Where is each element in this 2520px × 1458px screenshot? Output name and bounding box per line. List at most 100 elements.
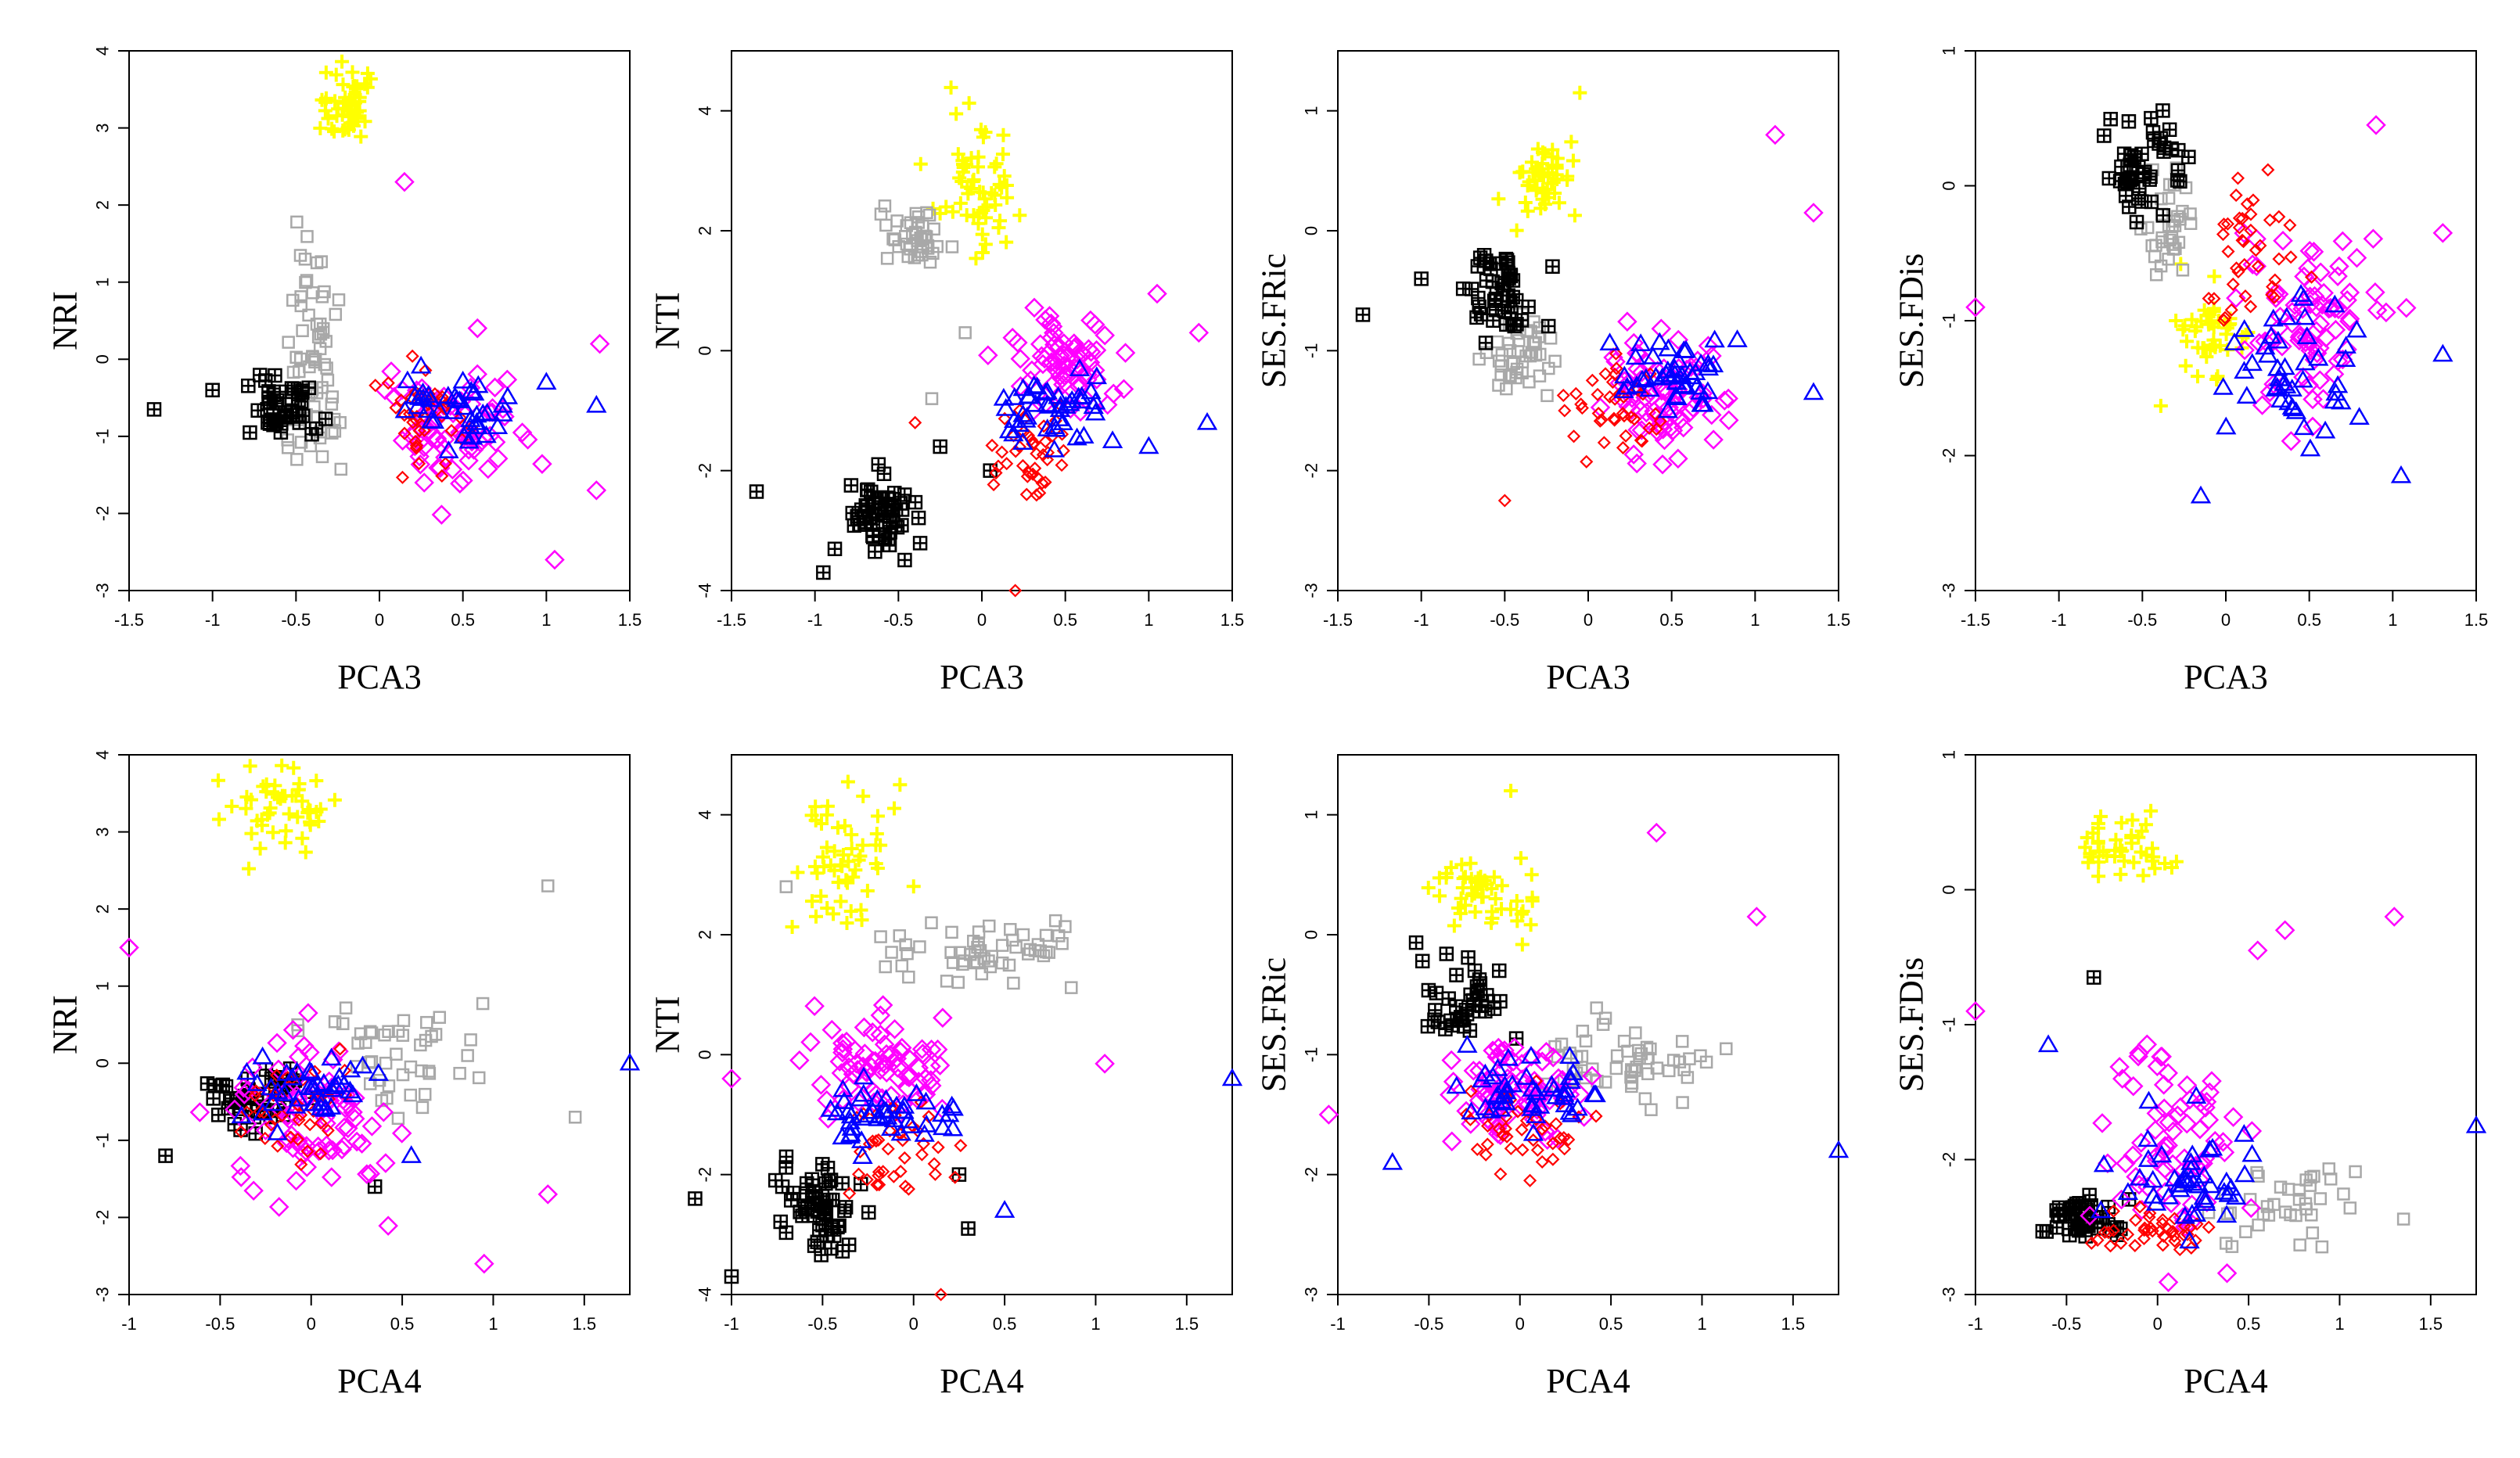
black-point: [2039, 1224, 2054, 1239]
red-point: [2238, 257, 2252, 272]
magenta-point: [929, 1055, 951, 1076]
grey-point: [945, 925, 958, 939]
yellow-point: [2199, 350, 2214, 364]
blue-point: [321, 1047, 342, 1066]
red-point: [1027, 436, 1041, 451]
plot-frame: [1337, 50, 1839, 591]
yellow-point: [1472, 874, 1486, 889]
blue-point: [1080, 381, 1102, 400]
magenta-point: [857, 1062, 877, 1083]
red-point: [435, 469, 449, 483]
x-tick-label: -1.5: [1323, 610, 1353, 630]
magenta-point: [1044, 322, 1064, 343]
x-tick-label: -0.5: [1490, 610, 1519, 630]
x-axis-label: PCA3: [2184, 658, 2268, 696]
grey-point: [1515, 366, 1529, 380]
black-point: [1478, 336, 1494, 350]
yellow-point: [321, 111, 336, 126]
magenta-point: [1084, 314, 1105, 335]
red-point: [444, 423, 458, 438]
red-point: [908, 415, 922, 429]
grey-point: [1507, 357, 1521, 370]
blue-point: [1585, 1084, 1606, 1103]
black-point: [894, 502, 910, 517]
yellow-point: [997, 169, 1012, 184]
yellow-point: [325, 121, 340, 136]
red-point: [1580, 454, 1594, 469]
series-blue: [1382, 1035, 1850, 1170]
red-point: [1609, 347, 1623, 361]
y-tick-label: 4: [93, 750, 113, 760]
y-tick-label: -2: [93, 506, 113, 522]
blue-point: [301, 1062, 322, 1081]
series-blue: [993, 358, 1218, 458]
blue-point: [340, 1080, 361, 1099]
magenta-point: [347, 1131, 367, 1152]
blue-point: [307, 1074, 329, 1093]
red-point: [412, 424, 426, 438]
black-point: [2121, 114, 2137, 129]
magenta-point: [2213, 1132, 2234, 1152]
yellow-point: [1453, 906, 1468, 921]
red-point: [851, 1167, 866, 1181]
magenta-point: [1668, 329, 1689, 350]
yellow-point: [318, 65, 333, 80]
x-tick-label: 0.5: [2237, 1314, 2261, 1334]
blue-point: [2177, 1170, 2198, 1189]
x-tick-label: -1: [205, 610, 221, 630]
blue-point: [2236, 386, 2257, 404]
blue-point: [1658, 338, 1679, 357]
magenta-point: [2274, 920, 2295, 941]
magenta-point: [357, 1164, 377, 1184]
magenta-point: [478, 458, 498, 479]
magenta-point: [1115, 343, 1136, 363]
red-point: [2272, 252, 2286, 266]
grey-point: [415, 1064, 428, 1078]
data-points: [1965, 103, 2453, 504]
x-tick-label: 1: [1091, 1314, 1100, 1334]
black-point: [1449, 999, 1464, 1014]
blue-point: [2037, 1034, 2059, 1053]
x-tick-label: 1.5: [2419, 1314, 2443, 1334]
magenta-point: [870, 1005, 891, 1025]
grey-point: [1540, 389, 1554, 403]
red-point: [333, 1042, 347, 1056]
grey-point: [1022, 947, 1035, 961]
blue-point: [619, 1052, 641, 1071]
grey-point: [418, 1087, 432, 1101]
red-point: [2084, 1236, 2098, 1250]
blue-point: [2234, 361, 2255, 379]
yellow-point: [318, 103, 333, 118]
grey-point: [363, 1025, 377, 1039]
black-point: [2087, 970, 2101, 985]
blue-point: [1494, 1075, 1515, 1094]
grey-point: [328, 1014, 342, 1029]
red-point: [1609, 361, 1623, 375]
red-point: [985, 438, 999, 453]
magenta-point: [1668, 448, 1688, 469]
black-point: [2156, 144, 2171, 159]
blue-point: [1655, 364, 1677, 382]
red-point: [915, 1147, 929, 1162]
blue-point: [1023, 375, 1044, 393]
magenta-point: [2234, 223, 2255, 243]
blue-point: [487, 416, 509, 434]
blue-point: [2171, 1174, 2193, 1193]
black-point: [1470, 983, 1485, 999]
blue-point: [893, 1095, 915, 1114]
yellow-point: [1515, 904, 1530, 919]
blue-point: [2213, 377, 2234, 395]
grey-point: [328, 425, 342, 438]
blue-point: [394, 400, 415, 418]
x-tick-label: 1: [488, 1314, 498, 1334]
grey-point: [541, 879, 555, 892]
y-tick-label: 2: [93, 904, 113, 914]
y-axis: -3 -2 -1 0 1: [1939, 750, 1975, 1302]
blue-point: [1727, 329, 1748, 347]
magenta-point: [2325, 319, 2346, 340]
yellow-point: [282, 806, 297, 821]
series-red: [908, 398, 1070, 598]
blue-point: [1073, 426, 1095, 444]
yellow-point: [964, 181, 979, 196]
x-axis-label: PCA3: [940, 658, 1024, 696]
